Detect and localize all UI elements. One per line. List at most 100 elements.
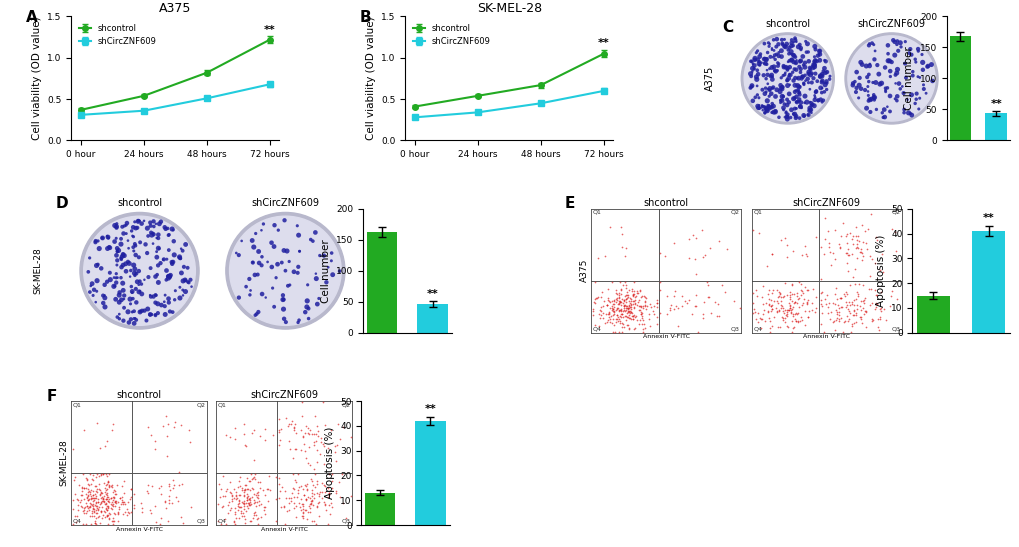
Point: [286, 420, 303, 429]
Point: [813, 309, 829, 317]
Point: [762, 307, 779, 316]
Point: [605, 295, 622, 304]
Point: [302, 461, 318, 470]
Point: [289, 470, 306, 479]
Point: [173, 480, 190, 488]
Point: [275, 246, 291, 255]
Point: [754, 102, 770, 110]
Point: [833, 313, 849, 322]
Point: [632, 285, 648, 294]
Point: [111, 310, 127, 318]
Point: [866, 305, 882, 314]
Point: [744, 96, 760, 105]
Point: [222, 488, 238, 497]
Point: [622, 307, 638, 316]
Point: [246, 243, 262, 252]
Point: [669, 322, 686, 330]
Point: [285, 267, 302, 276]
Point: [77, 509, 94, 517]
Point: [633, 309, 649, 318]
Point: [82, 502, 98, 510]
Point: [309, 445, 325, 454]
Point: [113, 254, 129, 263]
Point: [785, 50, 801, 59]
Point: [754, 299, 770, 308]
Point: [837, 232, 853, 241]
Point: [114, 497, 130, 506]
Point: [300, 424, 316, 433]
Point: [594, 302, 610, 311]
Point: [131, 277, 148, 286]
Point: [806, 58, 822, 67]
Point: [756, 108, 772, 117]
Point: [792, 65, 808, 73]
Point: [77, 499, 94, 508]
Point: [84, 507, 100, 516]
Point: [771, 290, 788, 299]
Point: [242, 477, 258, 486]
Point: [627, 296, 643, 305]
Point: [836, 292, 852, 300]
Point: [106, 509, 122, 518]
Point: [888, 68, 904, 77]
Point: [609, 316, 626, 325]
Point: [175, 519, 192, 528]
Point: [223, 489, 239, 498]
Point: [107, 490, 123, 499]
Point: [248, 491, 264, 499]
Point: [283, 489, 300, 498]
Point: [765, 108, 782, 117]
Point: [144, 481, 160, 490]
Point: [608, 296, 625, 305]
Point: [818, 302, 835, 311]
Point: [142, 311, 158, 319]
Point: [637, 324, 653, 333]
Point: [802, 66, 818, 74]
Point: [74, 507, 91, 516]
Point: [624, 297, 640, 306]
Point: [804, 63, 820, 72]
Point: [276, 216, 292, 225]
Point: [763, 304, 780, 313]
Point: [825, 316, 842, 325]
Point: [74, 482, 91, 491]
Point: [101, 509, 117, 517]
Point: [792, 286, 808, 294]
Point: [687, 270, 703, 278]
Point: [140, 488, 156, 497]
Point: [780, 57, 796, 66]
Point: [598, 301, 614, 310]
Point: [818, 68, 835, 77]
Point: [90, 505, 106, 514]
Point: [113, 240, 129, 248]
Point: [757, 55, 773, 64]
Point: [620, 307, 636, 316]
Title: shCircZNF609: shCircZNF609: [251, 198, 319, 208]
Point: [812, 289, 828, 298]
Point: [99, 232, 115, 241]
Point: [608, 311, 625, 319]
Point: [854, 252, 870, 261]
Point: [100, 232, 116, 241]
Point: [153, 217, 169, 226]
Point: [157, 291, 173, 300]
Point: [623, 287, 639, 295]
Point: [817, 85, 834, 94]
Point: [294, 433, 311, 441]
Point: [216, 515, 232, 523]
Point: [791, 62, 807, 71]
Point: [779, 253, 795, 261]
Point: [236, 486, 253, 494]
Point: [235, 509, 252, 517]
Point: [300, 429, 316, 438]
Point: [857, 308, 873, 317]
Point: [77, 490, 94, 499]
Point: [266, 242, 282, 251]
Point: [763, 300, 780, 309]
Point: [100, 234, 116, 242]
Point: [164, 484, 180, 493]
Point: [841, 307, 857, 316]
Point: [113, 492, 129, 501]
Point: [860, 39, 876, 48]
Point: [783, 50, 799, 59]
